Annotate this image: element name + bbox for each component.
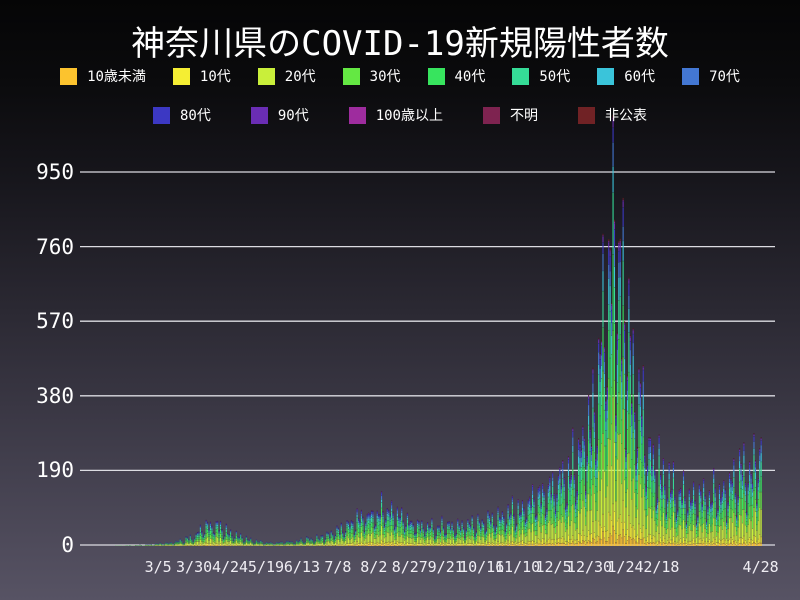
legend-swatch [512, 67, 530, 85]
legend-swatch [257, 67, 275, 85]
x-tick-label: 4/28 [742, 558, 779, 576]
y-tick-label: 380 [36, 383, 74, 408]
legend-label: 80代 [179, 108, 211, 124]
legend-label: 非公表 [605, 108, 647, 124]
legend-item-age-10s: 10代 [172, 66, 231, 86]
legend-item-age-100plus: 100歳以上 [348, 105, 443, 125]
x-tick-label: 3/30 [176, 558, 213, 576]
legend-item-age-30s: 30代 [342, 66, 401, 86]
legend-row-2: 80代 90代 100歳以上 不明 非公表 [0, 105, 800, 125]
legend-label: 50代 [539, 69, 571, 85]
legend-swatch [342, 67, 360, 85]
legend-swatch [597, 67, 615, 85]
legend-label: 20代 [284, 69, 316, 85]
legend-label: 10代 [199, 69, 231, 85]
y-tick-label: 950 [36, 160, 74, 184]
x-tick-label: 10/16 [459, 558, 505, 576]
x-tick-label: 8/2 [360, 558, 388, 576]
legend-swatch [427, 67, 445, 85]
legend-swatch [60, 67, 78, 85]
x-tick-label: 6/13 [283, 558, 320, 576]
legend-item-age-60s: 60代 [597, 66, 655, 86]
legend-item-unknown: 不明 [483, 105, 538, 125]
legend-item-undisclosed: 非公表 [578, 105, 647, 125]
x-tick-label: 12/30 [566, 558, 613, 576]
legend-swatch [483, 106, 500, 124]
x-tick-label: 7/8 [324, 558, 352, 576]
legend-item-age-70s: 70代 [682, 66, 740, 86]
legend-item-age-50s: 50代 [512, 66, 570, 86]
legend-label: 10歳未満 [87, 69, 146, 85]
legend-label: 100歳以上 [375, 108, 443, 124]
legend-swatch [152, 106, 170, 124]
x-tick-label: 2/18 [643, 558, 680, 576]
legend-label: 60代 [624, 69, 656, 85]
legend-label: 70代 [709, 69, 740, 85]
x-tick-label: 5/19 [247, 558, 285, 576]
y-tick-label: 760 [36, 234, 74, 259]
legend-label: 40代 [454, 69, 486, 85]
chart-title: 神奈川県のCOVID-19新規陽性者数 [131, 24, 669, 64]
legend-label: 90代 [277, 108, 309, 124]
x-tick-label: 12/5 [535, 558, 572, 576]
x-tick-label: 1/24 [607, 558, 644, 576]
legend-swatch [348, 106, 366, 124]
legend-item-age-90s: 90代 [250, 105, 309, 125]
legend-item-age-0-9: 10歳未満 [60, 66, 146, 86]
legend-swatch [172, 67, 190, 85]
legend-label: 不明 [510, 108, 538, 124]
x-tick-label: 9/21 [427, 558, 464, 576]
legend-label: 30代 [369, 69, 401, 85]
y-tick-label: 190 [36, 458, 74, 483]
legend-swatch [682, 67, 700, 85]
x-tick-label: 8/27 [391, 558, 428, 576]
legend-item-age-80s: 80代 [152, 105, 211, 125]
legend-item-age-20s: 20代 [257, 66, 316, 86]
x-tick-label: 4/24 [211, 558, 249, 576]
y-tick-label: 570 [36, 309, 74, 334]
x-tick-label: 11/10 [495, 558, 541, 576]
legend-item-age-40s: 40代 [427, 66, 486, 86]
y-tick-label: 0 [61, 533, 74, 557]
legend-swatch [250, 106, 268, 124]
x-tick-label: 3/5 [144, 558, 172, 576]
legend-row-1: 10歳未満 10代 20代 30代 40代 50代 60代 70代 [0, 66, 800, 86]
legend-swatch [578, 106, 595, 124]
